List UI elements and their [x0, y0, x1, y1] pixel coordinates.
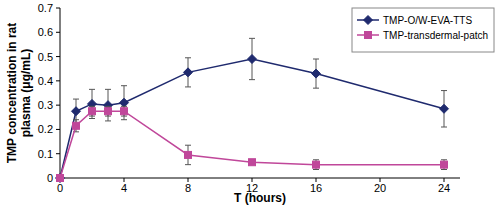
legend-box — [352, 8, 494, 52]
y-tick-label: 0.7 — [38, 2, 53, 14]
error-bar — [105, 106, 111, 116]
error-bar — [185, 145, 191, 164]
error-bar-cap — [441, 159, 447, 160]
error-bar-cap — [73, 99, 79, 100]
y-tick — [56, 8, 60, 9]
error-bar-cap — [185, 57, 191, 58]
series-line — [60, 111, 444, 178]
x-tick-label: 0 — [57, 182, 63, 194]
error-bar-cap — [105, 106, 111, 107]
y-tick — [56, 129, 60, 130]
y-axis-label-line: plasma (μg/mL) — [19, 49, 33, 138]
data-point — [57, 175, 64, 182]
y-tick-label: 0.1 — [38, 148, 53, 160]
y-axis-label-line: TMP concentration in rat — [5, 23, 19, 163]
error-bar — [121, 106, 127, 116]
legend-label: TMP-O/W-EVA-TTS — [383, 15, 472, 26]
data-point — [120, 98, 129, 107]
data-point — [441, 161, 448, 168]
y-tick-label: 0.6 — [38, 26, 53, 38]
error-bar-cap — [89, 116, 95, 117]
y-tick — [56, 105, 60, 106]
y-tick-label: 0.3 — [38, 99, 53, 111]
error-bar-cap — [89, 118, 95, 119]
error-bar-cap — [73, 119, 79, 120]
data-point — [313, 161, 320, 168]
error-bar-cap — [105, 89, 111, 90]
error-bar-cap — [441, 90, 447, 91]
data-point — [105, 108, 112, 115]
data-point — [249, 159, 256, 166]
y-tick — [56, 80, 60, 81]
y-axis-label: TMP concentration in ratplasma (μg/mL) — [5, 23, 33, 163]
error-bar — [441, 160, 447, 170]
error-bar-cap — [121, 119, 127, 120]
error-bar-cap — [441, 169, 447, 170]
error-bar-cap — [105, 120, 111, 121]
x-tick-label: 4 — [121, 182, 127, 194]
data-point — [440, 104, 449, 113]
error-bar-cap — [121, 116, 127, 117]
error-bar-cap — [185, 145, 191, 146]
data-point — [56, 174, 65, 183]
chart: 00.10.20.30.40.50.60.704812162024T (hour… — [0, 0, 500, 205]
x-axis — [60, 178, 460, 179]
y-tick — [56, 56, 60, 57]
plot-area — [56, 38, 449, 182]
error-bar-cap — [441, 127, 447, 128]
y-tick-label: 0.2 — [38, 123, 53, 135]
error-bar-cap — [249, 38, 255, 39]
error-bar-cap — [121, 85, 127, 86]
error-bar-cap — [249, 79, 255, 80]
y-tick-label: 0 — [47, 172, 53, 184]
y-tick-label: 0.5 — [38, 51, 53, 63]
error-bar-cap — [313, 169, 319, 170]
error-bar — [313, 160, 319, 170]
error-bar-cap — [105, 116, 111, 117]
legend-label: TMP-transdermal-patch — [383, 30, 488, 41]
data-point — [184, 68, 193, 77]
x-tick-label: 16 — [310, 182, 322, 194]
error-bar-cap — [89, 89, 95, 90]
error-bar — [89, 106, 95, 116]
x-tick-label: 20 — [374, 182, 386, 194]
series-line — [60, 59, 444, 178]
y-tick-label: 0.4 — [38, 75, 53, 87]
error-bar-cap — [185, 164, 191, 165]
legend-marker — [365, 32, 372, 39]
data-point — [248, 55, 257, 64]
error-bar-cap — [185, 86, 191, 87]
error-bar — [73, 120, 79, 132]
error-bar-cap — [121, 106, 127, 107]
data-point — [121, 108, 128, 115]
x-tick-label: 24 — [438, 182, 450, 194]
error-bar-cap — [89, 106, 95, 107]
data-point — [73, 122, 80, 129]
data-point — [89, 108, 96, 115]
y-axis — [60, 8, 61, 178]
y-tick — [56, 153, 60, 154]
x-tick-label: 8 — [185, 182, 191, 194]
legend-marker — [364, 16, 373, 25]
legend: TMP-O/W-EVA-TTS TMP-transdermal-patch — [352, 8, 494, 52]
error-bar-cap — [313, 59, 319, 60]
error-bar-cap — [313, 159, 319, 160]
data-point — [312, 69, 321, 78]
y-tick — [56, 32, 60, 33]
data-point — [72, 107, 81, 116]
x-axis-label: T (hours) — [234, 191, 286, 205]
error-bar-cap — [313, 88, 319, 89]
data-point — [185, 151, 192, 158]
